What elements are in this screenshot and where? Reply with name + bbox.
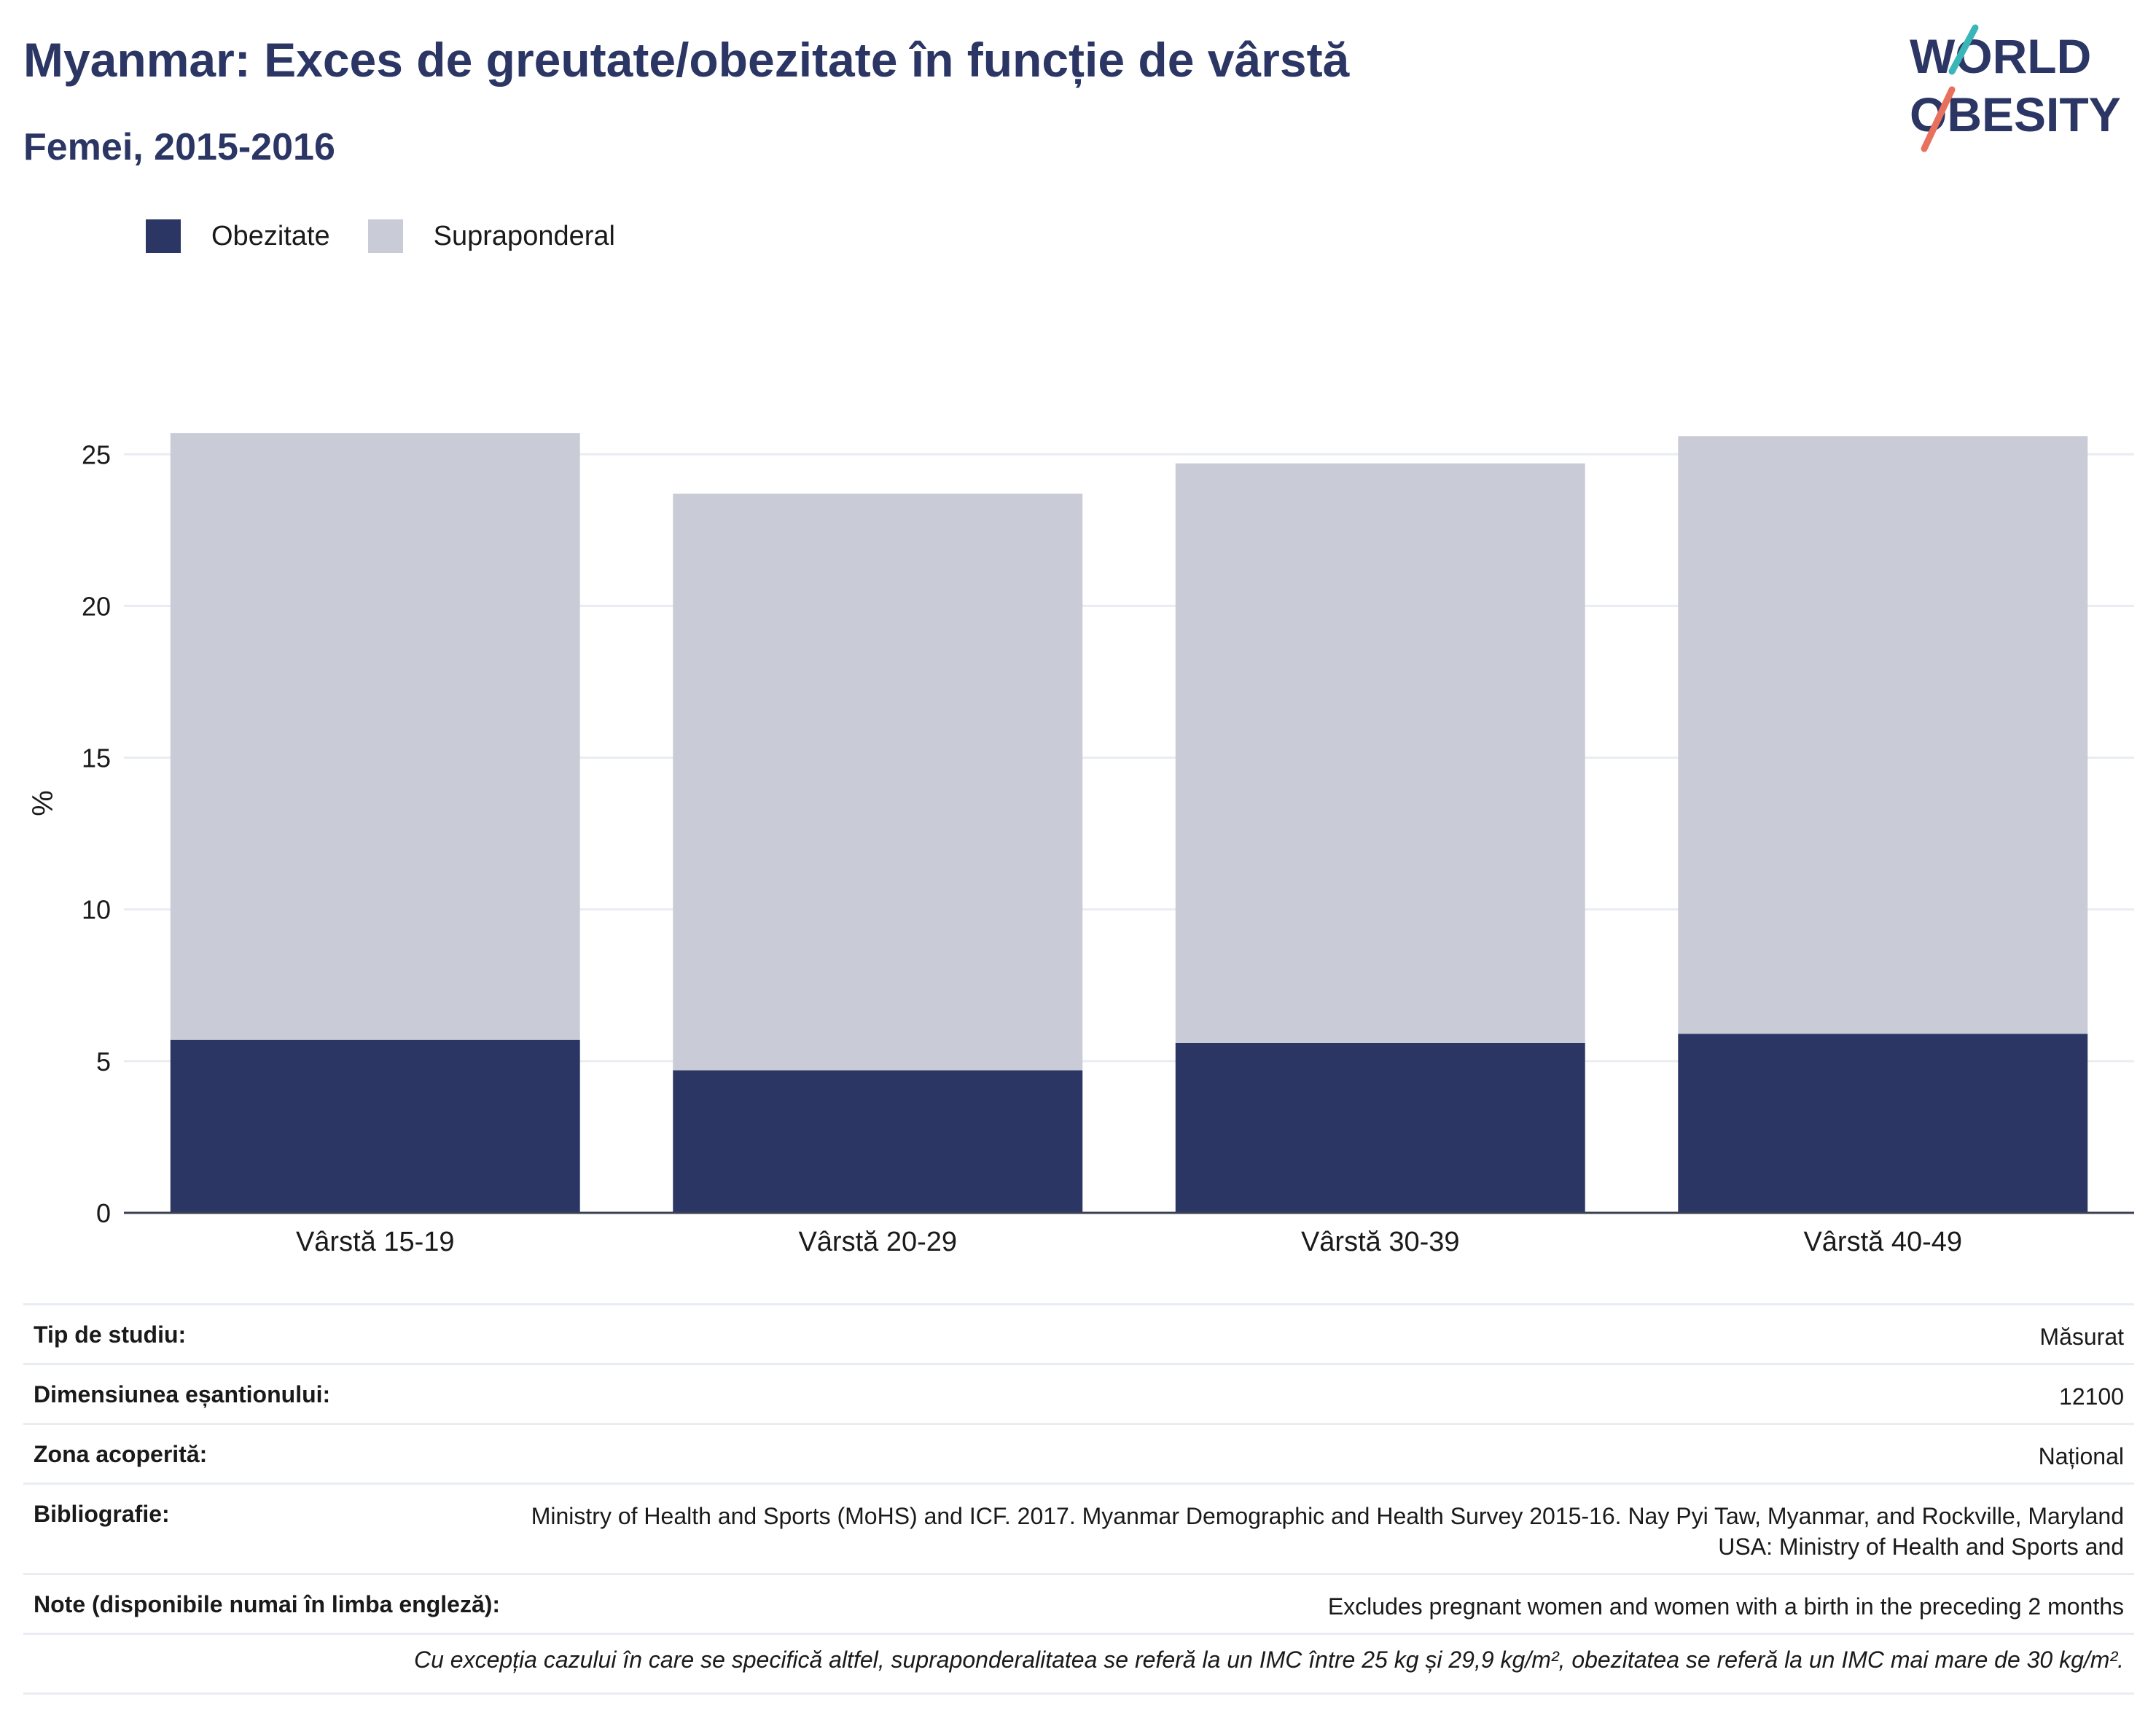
bar-supraponderal-1 xyxy=(170,433,580,1040)
y-axis-label: % xyxy=(27,790,59,816)
meta-footnote-row: Cu excepția cazului în care se specifică… xyxy=(23,1635,2134,1695)
y-tick-label-25: 25 xyxy=(82,440,111,469)
legend-item-obezitate[interactable]: Obezitate xyxy=(146,219,330,253)
chart-legend: Obezitate Supraponderal xyxy=(146,216,653,257)
meta-key-bibliography: Bibliografie: xyxy=(34,1501,170,1527)
bar-obezitate-3 xyxy=(1175,1042,1585,1213)
meta-row-study-type: Tip de studiu: Măsurat xyxy=(23,1305,2134,1365)
meta-key-study-type: Tip de studiu: xyxy=(34,1321,187,1348)
meta-row-area-covered: Zona acoperită: Național xyxy=(23,1425,2134,1485)
x-tick-label-1: Vârstă 15-19 xyxy=(296,1227,455,1257)
bmi-footnote: Cu excepția cazului în care se specifică… xyxy=(413,1647,2124,1673)
bar-obezitate-1 xyxy=(170,1039,580,1213)
bar-obezitate-4 xyxy=(1678,1034,2088,1213)
stacked-bar-chart: 0 5 10 15 20 25% Vârstă 15-19 Vârstă 20-29 Vârst… xyxy=(27,433,2134,1257)
meta-value-area-covered: Național xyxy=(2038,1443,2124,1469)
meta-value-study-type: Măsurat xyxy=(2039,1324,2124,1350)
x-tick-label-3: Vârstă 30-39 xyxy=(1301,1227,1460,1257)
bar-supraponderal-4 xyxy=(1678,436,2088,1034)
svg-text:WORLD: WORLD xyxy=(1910,29,2091,83)
meta-key-notes: Note (disponibile numai în limba engleză… xyxy=(34,1591,501,1617)
y-tick-label-5: 5 xyxy=(96,1047,111,1077)
legend-label-obezitate: Obezitate xyxy=(211,220,330,251)
bar-obezitate-2 xyxy=(673,1070,1083,1213)
meta-value-bibliography: Ministry of Health and Sports (MoHS) and… xyxy=(531,1503,2124,1560)
meta-row-sample-size: Dimensiunea eșantionului: 12100 xyxy=(23,1365,2134,1425)
y-tick-label-10: 10 xyxy=(82,895,111,925)
legend-item-supraponderal[interactable]: Supraponderal xyxy=(367,219,615,253)
meta-row-bibliography: Bibliografie: Ministry of Health and Spo… xyxy=(23,1485,2134,1575)
x-tick-label-2: Vârstă 20-29 xyxy=(798,1227,957,1257)
legend-swatch-supraponderal xyxy=(367,219,403,253)
meta-key-area-covered: Zona acoperită: xyxy=(34,1441,208,1467)
page-title: Myanmar: Exces de greutate/obezitate în … xyxy=(23,33,1350,87)
svg-text:OBESITY: OBESITY xyxy=(1910,87,2121,141)
meta-value-notes: Excludes pregnant women and women with a… xyxy=(1327,1593,2124,1620)
bar-supraponderal-3 xyxy=(1175,463,1585,1043)
x-tick-label-4: Vârstă 40-49 xyxy=(1803,1227,1962,1257)
world-obesity-logo: WORLD OBESITY xyxy=(1910,24,2121,152)
metadata-table: Tip de studiu: Măsurat Dimensiunea eșant… xyxy=(23,1303,2134,1695)
page-subtitle: Femei, 2015-2016 xyxy=(23,126,335,168)
legend-swatch-obezitate xyxy=(146,219,181,253)
meta-key-sample-size: Dimensiunea eșantionului: xyxy=(34,1381,331,1407)
y-tick-label-0: 0 xyxy=(96,1198,111,1228)
bar-supraponderal-2 xyxy=(673,493,1083,1071)
y-tick-label-15: 15 xyxy=(82,743,111,773)
y-tick-label-20: 20 xyxy=(82,591,111,621)
meta-value-sample-size: 12100 xyxy=(2059,1383,2124,1410)
legend-label-supraponderal: Supraponderal xyxy=(433,220,615,251)
meta-row-notes: Note (disponibile numai în limba engleză… xyxy=(23,1575,2134,1635)
